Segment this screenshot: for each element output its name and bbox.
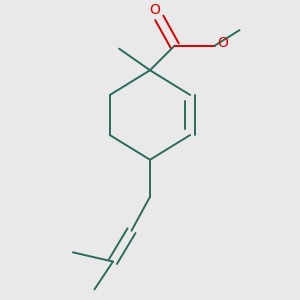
Text: O: O: [217, 36, 228, 50]
Text: O: O: [149, 3, 160, 17]
